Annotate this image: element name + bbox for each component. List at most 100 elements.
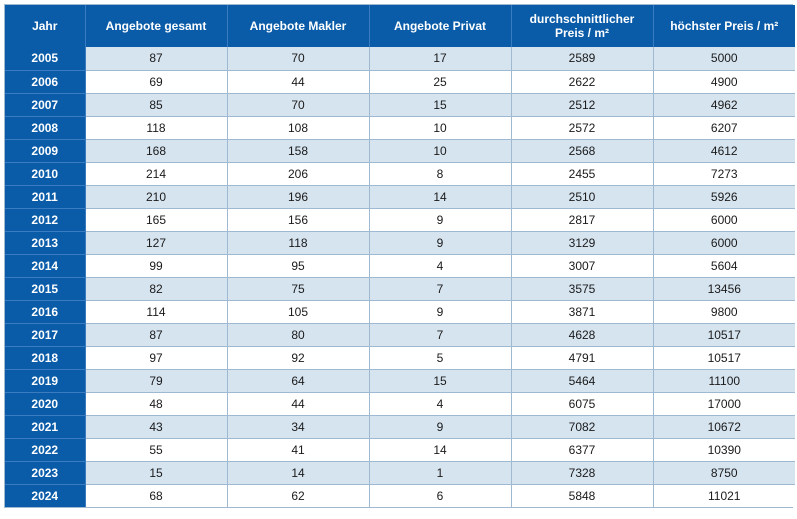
data-cell: 5	[369, 346, 511, 369]
data-cell: 6075	[511, 392, 653, 415]
data-cell: 214	[85, 162, 227, 185]
table-row: 20081181081025726207	[5, 116, 795, 139]
year-cell: 2019	[5, 369, 85, 392]
data-cell: 99	[85, 254, 227, 277]
data-cell: 206	[227, 162, 369, 185]
data-cell: 168	[85, 139, 227, 162]
data-cell: 105	[227, 300, 369, 323]
table-row: 200785701525124962	[5, 93, 795, 116]
table-row: 20091681581025684612	[5, 139, 795, 162]
data-cell: 2622	[511, 70, 653, 93]
data-cell: 4962	[653, 93, 795, 116]
table-header: Jahr Angebote gesamt Angebote Makler Ang…	[5, 5, 795, 47]
data-cell: 127	[85, 231, 227, 254]
data-cell: 44	[227, 70, 369, 93]
data-cell: 10672	[653, 415, 795, 438]
table-body: 2005877017258950002006694425262249002007…	[5, 47, 795, 507]
data-cell: 97	[85, 346, 227, 369]
table-row: 20112101961425105926	[5, 185, 795, 208]
data-cell: 69	[85, 70, 227, 93]
data-cell: 11021	[653, 484, 795, 507]
data-cell: 1	[369, 461, 511, 484]
data-cell: 2455	[511, 162, 653, 185]
data-cell: 80	[227, 323, 369, 346]
data-cell: 5604	[653, 254, 795, 277]
year-cell: 2008	[5, 116, 85, 139]
year-cell: 2012	[5, 208, 85, 231]
data-cell: 156	[227, 208, 369, 231]
data-cell: 41	[227, 438, 369, 461]
data-cell: 10	[369, 139, 511, 162]
year-cell: 2009	[5, 139, 85, 162]
data-cell: 9	[369, 208, 511, 231]
data-cell: 92	[227, 346, 369, 369]
data-cell: 14	[369, 438, 511, 461]
year-cell: 2007	[5, 93, 85, 116]
data-cell: 4612	[653, 139, 795, 162]
table-row: 201897925479110517	[5, 346, 795, 369]
data-cell: 7	[369, 277, 511, 300]
data-cell: 15	[369, 93, 511, 116]
data-cell: 70	[227, 93, 369, 116]
data-cell: 43	[85, 415, 227, 438]
data-cell: 9	[369, 231, 511, 254]
data-cell: 108	[227, 116, 369, 139]
table-row: 202048444607517000	[5, 392, 795, 415]
data-cell: 5926	[653, 185, 795, 208]
data-cell: 210	[85, 185, 227, 208]
data-cell: 17	[369, 47, 511, 70]
data-cell: 62	[227, 484, 369, 507]
col-header-jahr: Jahr	[5, 5, 85, 47]
data-table-container: Jahr Angebote gesamt Angebote Makler Ang…	[4, 4, 793, 508]
data-cell: 95	[227, 254, 369, 277]
data-cell: 6	[369, 484, 511, 507]
data-cell: 118	[85, 116, 227, 139]
data-cell: 158	[227, 139, 369, 162]
data-cell: 2510	[511, 185, 653, 208]
data-cell: 68	[85, 484, 227, 507]
table-row: 200587701725895000	[5, 47, 795, 70]
data-cell: 44	[227, 392, 369, 415]
table-row: 2016114105938719800	[5, 300, 795, 323]
data-cell: 10390	[653, 438, 795, 461]
table-row: 20149995430075604	[5, 254, 795, 277]
data-cell: 9	[369, 300, 511, 323]
data-cell: 118	[227, 231, 369, 254]
data-cell: 8	[369, 162, 511, 185]
data-cell: 9	[369, 415, 511, 438]
data-cell: 6207	[653, 116, 795, 139]
col-header-makler: Angebote Makler	[227, 5, 369, 47]
data-cell: 5000	[653, 47, 795, 70]
data-cell: 4	[369, 392, 511, 415]
data-table: Jahr Angebote gesamt Angebote Makler Ang…	[5, 5, 795, 507]
data-cell: 55	[85, 438, 227, 461]
col-header-privat: Angebote Privat	[369, 5, 511, 47]
data-cell: 75	[227, 277, 369, 300]
year-cell: 2024	[5, 484, 85, 507]
data-cell: 7082	[511, 415, 653, 438]
table-row: 201787807462810517	[5, 323, 795, 346]
year-cell: 2011	[5, 185, 85, 208]
data-cell: 82	[85, 277, 227, 300]
col-header-gesamt: Angebote gesamt	[85, 5, 227, 47]
data-cell: 70	[227, 47, 369, 70]
year-cell: 2013	[5, 231, 85, 254]
table-row: 2022554114637710390	[5, 438, 795, 461]
data-cell: 25	[369, 70, 511, 93]
data-cell: 2572	[511, 116, 653, 139]
table-row: 2013127118931296000	[5, 231, 795, 254]
data-cell: 7273	[653, 162, 795, 185]
data-cell: 85	[85, 93, 227, 116]
data-cell: 8750	[653, 461, 795, 484]
year-cell: 2015	[5, 277, 85, 300]
data-cell: 87	[85, 47, 227, 70]
data-cell: 48	[85, 392, 227, 415]
data-cell: 6000	[653, 231, 795, 254]
table-row: 2019796415546411100	[5, 369, 795, 392]
data-cell: 17000	[653, 392, 795, 415]
data-cell: 5848	[511, 484, 653, 507]
data-cell: 14	[227, 461, 369, 484]
data-cell: 2589	[511, 47, 653, 70]
data-cell: 4900	[653, 70, 795, 93]
table-row: 200669442526224900	[5, 70, 795, 93]
